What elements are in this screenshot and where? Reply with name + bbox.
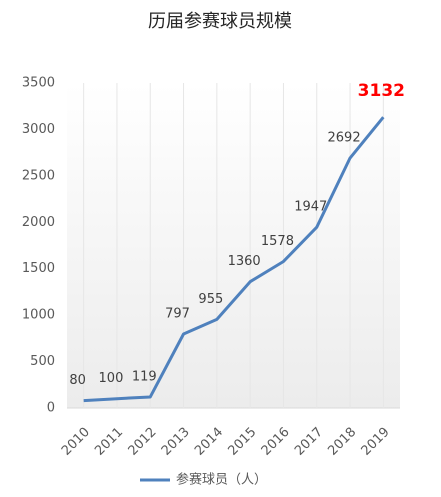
data-label: 119 — [132, 369, 157, 384]
data-label: 1360 — [228, 254, 261, 269]
y-tick-label: 0 — [47, 401, 55, 416]
y-tick-label: 2000 — [22, 215, 55, 230]
y-tick-label: 1000 — [22, 308, 55, 323]
y-tick-label: 500 — [30, 354, 55, 369]
y-tick-label: 1500 — [22, 261, 55, 276]
y-tick-label: 3500 — [22, 76, 55, 91]
data-label: 2692 — [328, 131, 361, 146]
data-label: 3132 — [358, 81, 405, 101]
x-tick-label: 2014 — [192, 425, 226, 459]
chart-title: 历届参赛球员规模 — [148, 11, 292, 32]
data-label: 80 — [69, 373, 86, 388]
y-tick-label: 3000 — [22, 122, 55, 137]
data-label: 797 — [165, 306, 190, 321]
data-label: 1947 — [294, 200, 327, 215]
data-line — [83, 116, 385, 403]
x-tick-label: 2013 — [159, 425, 193, 459]
x-tick-label: 2019 — [359, 425, 393, 459]
x-tick-label: 2017 — [292, 425, 326, 459]
x-tick-label: 2012 — [126, 425, 160, 459]
x-tick-label: 2010 — [59, 425, 93, 459]
data-label: 100 — [99, 371, 124, 386]
x-tick-label: 2018 — [325, 425, 359, 459]
plot-background — [67, 83, 400, 408]
x-tick-label: 2016 — [259, 425, 293, 459]
x-tick-label: 2011 — [92, 425, 126, 459]
legend-label: 参赛球员（人） — [176, 472, 267, 488]
data-label: 955 — [198, 292, 223, 307]
data-label: 1578 — [261, 234, 294, 249]
y-tick-label: 2500 — [22, 168, 55, 183]
x-tick-label: 2015 — [225, 425, 259, 459]
